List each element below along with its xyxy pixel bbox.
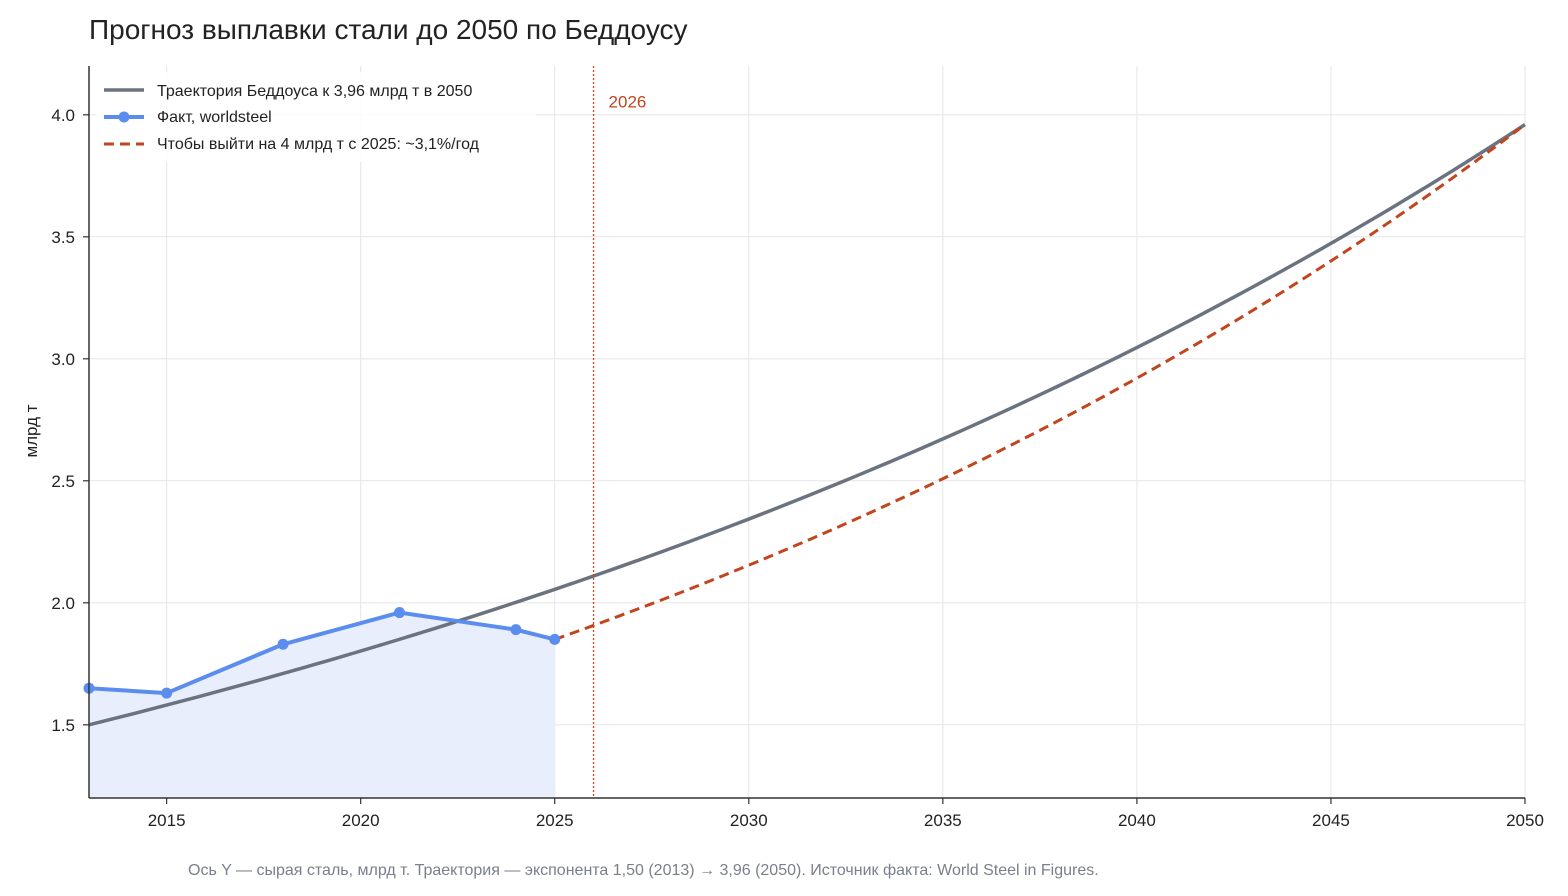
x-tick-label: 2015 bbox=[148, 811, 186, 830]
footnote: Ось Y — сырая сталь, млрд т. Траектория … bbox=[188, 862, 1099, 879]
y-tick-label: 2.0 bbox=[51, 594, 75, 613]
actual-point bbox=[277, 638, 289, 650]
chart-title: Прогноз выплавки стали до 2050 по Беддоу… bbox=[89, 14, 688, 45]
x-tick-label: 2020 bbox=[342, 811, 380, 830]
legend: Траектория Беддоуса к 3,96 млрд т в 2050… bbox=[96, 72, 536, 162]
y-tick-label: 4.0 bbox=[51, 106, 75, 125]
trajectory-line bbox=[88, 123, 1526, 727]
legend-item-trajectory: Траектория Беддоуса к 3,96 млрд т в 2050 bbox=[104, 83, 472, 100]
x-tick-label: 2050 bbox=[1506, 811, 1544, 830]
actual-point bbox=[161, 687, 173, 699]
x-tick-label: 2025 bbox=[536, 811, 574, 830]
tick-labels: 2015 2020 2025 2030 2035 2040 2045 2050 1.5 2.0 2.… bbox=[51, 106, 1544, 830]
x-tick-label: 2030 bbox=[730, 811, 768, 830]
axes bbox=[83, 66, 1526, 804]
y-axis-label: млрд т bbox=[22, 404, 41, 457]
legend-label-actual: Факт, worldsteel bbox=[157, 109, 272, 126]
x-tick-label: 2045 bbox=[1312, 811, 1350, 830]
vertical-marker: 2026 bbox=[592, 66, 647, 798]
legend-swatch-actual-marker bbox=[118, 111, 130, 123]
actual-point bbox=[549, 633, 561, 645]
y-tick-label: 2.5 bbox=[51, 472, 75, 491]
vertical-marker-label: 2026 bbox=[609, 92, 647, 111]
legend-label-trajectory: Траектория Беддоуса к 3,96 млрд т в 2050 bbox=[157, 83, 472, 100]
x-tick-label: 2035 bbox=[924, 811, 962, 830]
required-growth-line bbox=[554, 123, 1526, 641]
x-tick-label: 2040 bbox=[1118, 811, 1156, 830]
y-tick-label: 3.5 bbox=[51, 228, 75, 247]
legend-item-actual: Факт, worldsteel bbox=[104, 109, 272, 126]
series-lines bbox=[88, 123, 1526, 727]
actual-area bbox=[89, 612, 555, 798]
y-tick-label: 3.0 bbox=[51, 350, 75, 369]
y-tick-label: 1.5 bbox=[51, 716, 75, 735]
actual-point bbox=[393, 607, 405, 619]
legend-label-required: Чтобы выйти на 4 млрд т с 2025: ~3,1%/го… bbox=[157, 136, 480, 153]
legend-item-required: Чтобы выйти на 4 млрд т с 2025: ~3,1%/го… bbox=[104, 136, 480, 153]
actual-point bbox=[510, 624, 522, 636]
actual-area-fill bbox=[89, 612, 555, 798]
actual-line bbox=[88, 610, 556, 696]
actual-points bbox=[83, 607, 561, 699]
